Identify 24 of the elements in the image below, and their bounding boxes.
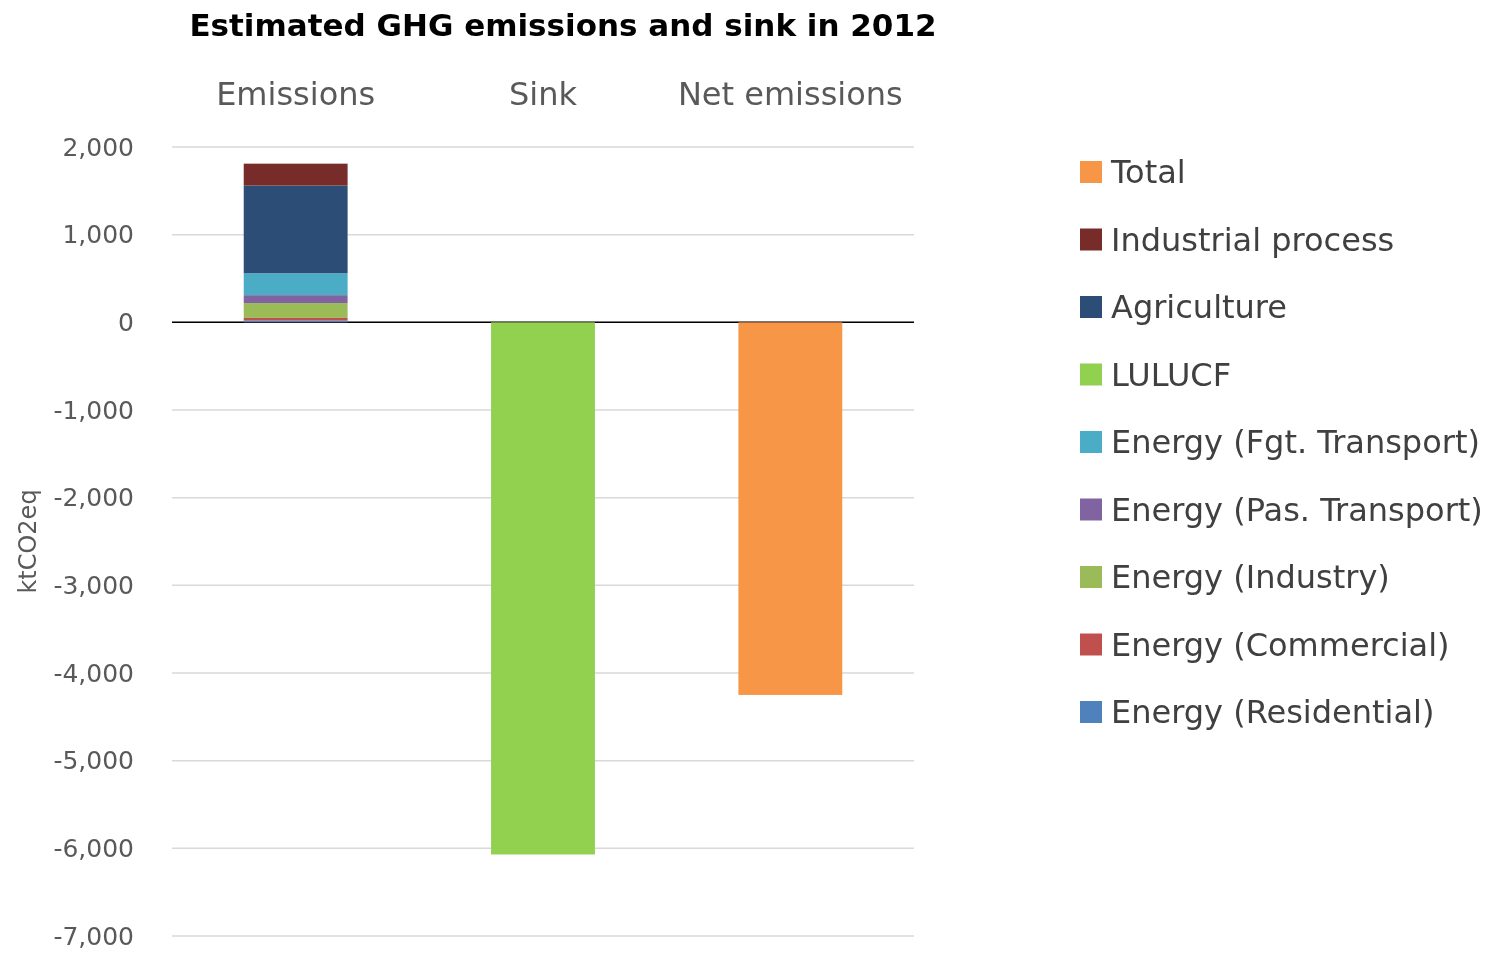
legend-label: Total <box>1110 153 1186 192</box>
y-tick-label: -4,000 <box>53 658 134 688</box>
y-tick-label: 0 <box>118 308 134 338</box>
y-tick-label: 2,000 <box>62 132 134 162</box>
y-tick-label: 1,000 <box>62 220 134 250</box>
legend-label: Agriculture <box>1111 288 1287 327</box>
y-tick-label: -5,000 <box>53 746 134 776</box>
legend-label: Energy (Residential) <box>1111 693 1435 732</box>
y-tick-label: -1,000 <box>53 395 134 425</box>
x-tick-label: Sink <box>508 75 578 113</box>
legend-label: Energy (Commercial) <box>1111 625 1450 664</box>
y-tick-label: -7,000 <box>53 921 134 951</box>
legend-label: Industrial process <box>1111 220 1395 259</box>
y-tick-label: -2,000 <box>53 483 134 513</box>
legend-label: LULUCF <box>1111 355 1232 394</box>
y-axis-title: ktCO2eq <box>14 489 42 594</box>
chart-title: Estimated GHG emissions and sink in 2012 <box>189 7 937 43</box>
legend-label: Energy (Fgt. Transport) <box>1111 423 1480 462</box>
legend-label: Energy (Industry) <box>1111 558 1390 597</box>
y-tick-label: -3,000 <box>53 571 134 601</box>
x-tick-label: Emissions <box>216 75 376 113</box>
y-tick-label: -6,000 <box>53 834 134 864</box>
legend-label: Energy (Pas. Transport) <box>1111 490 1483 529</box>
x-tick-label: Net emissions <box>677 75 903 113</box>
